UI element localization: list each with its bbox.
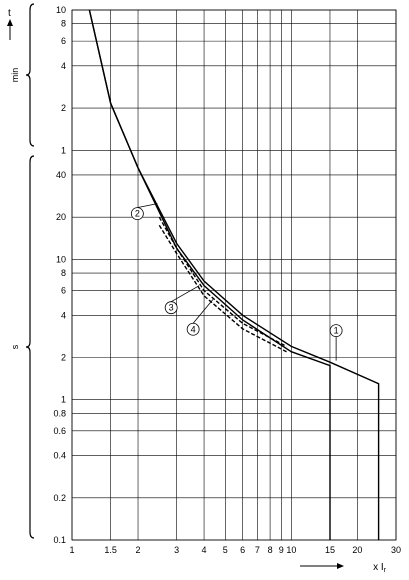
x-tick-label: 15 [325, 545, 335, 555]
y-tick-label-s: 8 [61, 268, 66, 278]
x-tick-label: 1 [69, 545, 74, 555]
callout-layer: 1 2 3 4 [130, 203, 343, 361]
series-layer [88, 9, 380, 540]
axis-annotation-layer: t x Ir min s [7, 3, 387, 574]
x-tick-label: 10 [286, 545, 296, 555]
tick-label-layer: 1 1.5 2 3 4 5 6 7 8 9 10 15 20 3012468100.10.20.40.60… [53, 5, 401, 555]
x-tick-label: 5 [223, 545, 228, 555]
series-line-3 [158, 216, 287, 348]
callout-circle-4 [186, 322, 200, 336]
series-line-1 [88, 9, 380, 540]
callout-number-4: 4 [191, 324, 196, 334]
x-axis-title: x Ir [373, 562, 387, 574]
x-tick-label: 9 [279, 545, 284, 555]
x-tick-label: 4 [202, 545, 207, 555]
y-tick-label-min: 6 [61, 36, 66, 46]
y-tick-label-min: 8 [61, 19, 66, 29]
grid-layer [71, 9, 397, 541]
x-tick-label: 6 [240, 545, 245, 555]
callout-circle-2 [130, 207, 144, 221]
y-tick-label-s: 40 [56, 170, 66, 180]
y-tick-label-s: 10 [56, 254, 66, 264]
y-axis-arrowhead [7, 19, 13, 26]
y-unit-min-brace [25, 3, 35, 147]
series-line-2 [88, 9, 331, 540]
y-tick-label-min: 2 [61, 103, 66, 113]
y-tick-label-min: 1 [61, 145, 66, 155]
x-tick-label: 7 [255, 545, 260, 555]
callout-number-2: 2 [135, 209, 140, 219]
plot-frame [71, 9, 397, 541]
y-tick-label-s: 1 [61, 395, 66, 405]
y-tick-label-s: 20 [56, 212, 66, 222]
x-tick-label: 1.5 [104, 545, 117, 555]
x-tick-label: 20 [352, 545, 362, 555]
y-tick-label-s: 0.4 [53, 451, 66, 461]
callout-circle-3 [164, 301, 178, 315]
callout-leader-3 [170, 285, 200, 303]
y-tick-label-s: 0.1 [53, 535, 66, 545]
y-tick-label-s: 0.6 [53, 426, 66, 436]
callout-leader-2 [137, 203, 158, 209]
callout-number-3: 3 [169, 303, 174, 313]
callout-leader-4 [192, 299, 214, 324]
y-tick-label-s: 6 [61, 286, 66, 296]
y-tick-label-min: 10 [56, 5, 66, 15]
x-tick-label: 3 [174, 545, 179, 555]
y-tick-label-s: 2 [61, 352, 66, 362]
y-tick-label-s: 0.2 [53, 493, 66, 503]
y-unit-min-label: min [10, 68, 20, 83]
x-tick-label: 2 [136, 545, 141, 555]
callout-circle-1 [329, 324, 343, 338]
y-unit-s-brace [25, 155, 35, 539]
y-tick-label-s: 4 [61, 310, 66, 320]
y-tick-label-min: 4 [61, 61, 66, 71]
y-tick-label-s: 0.8 [53, 408, 66, 418]
series-line-4 [158, 224, 287, 353]
y-unit-s-label: s [10, 344, 20, 349]
x-tick-label: 30 [391, 545, 401, 555]
x-tick-label: 8 [268, 545, 273, 555]
y-axis-title: t [8, 8, 11, 19]
x-axis-arrowhead [337, 563, 344, 569]
callout-number-1: 1 [334, 326, 339, 336]
